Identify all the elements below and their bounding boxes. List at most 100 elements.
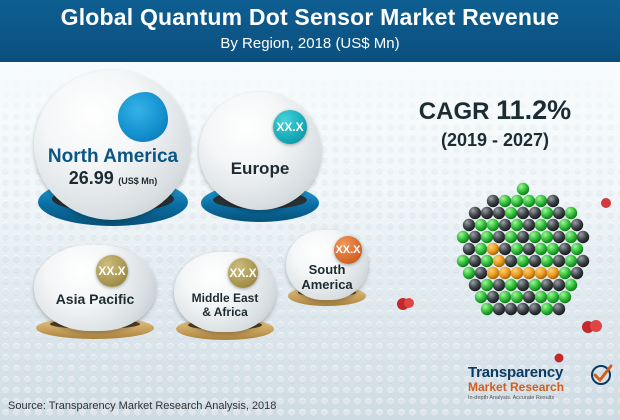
quantum-dot-cluster-icon bbox=[456, 182, 590, 316]
cluster-atom bbox=[462, 242, 476, 256]
cluster-atom bbox=[486, 266, 500, 280]
cluster-atom bbox=[564, 230, 578, 244]
region-bubble-middle-east-africa: XX.X Middle East & Africa bbox=[170, 252, 280, 347]
cluster-atom bbox=[474, 266, 488, 280]
cluster-atom bbox=[468, 254, 482, 268]
cluster-atom bbox=[492, 230, 506, 244]
cluster-atom bbox=[516, 254, 530, 268]
sphere bbox=[34, 70, 190, 220]
cluster-atom bbox=[456, 230, 470, 244]
cluster-atom bbox=[504, 206, 518, 220]
region-bubble-north-america: North America 26.99 (US$ Mn) bbox=[30, 70, 195, 245]
cluster-atom bbox=[510, 266, 524, 280]
particle-icon bbox=[554, 353, 564, 363]
cluster-atom bbox=[546, 290, 560, 304]
cluster-atom bbox=[570, 218, 584, 232]
cluster-atom bbox=[486, 194, 500, 208]
cluster-atom bbox=[546, 218, 560, 232]
cagr-label: CAGR bbox=[418, 98, 490, 125]
cluster-atom bbox=[522, 194, 536, 208]
cagr-line: CAGR 11.2% bbox=[400, 95, 590, 126]
cluster-atom bbox=[498, 218, 512, 232]
value-badge: XX.X bbox=[96, 255, 128, 287]
cluster-atom bbox=[552, 302, 566, 316]
cluster-atom bbox=[474, 218, 488, 232]
cluster-atom bbox=[564, 278, 578, 292]
cluster-atom bbox=[504, 230, 518, 244]
cluster-atom bbox=[516, 302, 530, 316]
cluster-atom bbox=[534, 218, 548, 232]
cluster-atom bbox=[480, 206, 494, 220]
cluster-atom bbox=[534, 266, 548, 280]
cluster-atom bbox=[498, 266, 512, 280]
cluster-atom bbox=[558, 242, 572, 256]
cluster-atom bbox=[528, 206, 542, 220]
cluster-atom bbox=[522, 218, 536, 232]
cluster-atom bbox=[468, 278, 482, 292]
cluster-atom bbox=[510, 194, 524, 208]
cluster-atom bbox=[480, 302, 494, 316]
region-bubble-asia-pacific: XX.X Asia Pacific bbox=[30, 245, 160, 345]
region-name-line2: America bbox=[301, 277, 353, 292]
checkmark-icon bbox=[591, 364, 613, 385]
cluster-atom bbox=[558, 290, 572, 304]
cluster-atom bbox=[492, 302, 506, 316]
sphere bbox=[34, 245, 156, 331]
cluster-atom bbox=[552, 230, 566, 244]
cluster-atom bbox=[480, 278, 494, 292]
cluster-atom bbox=[492, 254, 506, 268]
sphere bbox=[199, 92, 321, 210]
value-badge: XX.X bbox=[273, 110, 307, 144]
cluster-atom bbox=[486, 218, 500, 232]
cluster-atom bbox=[468, 230, 482, 244]
cluster-atom bbox=[522, 290, 536, 304]
region-name: Europe bbox=[230, 159, 290, 178]
cluster-atom bbox=[540, 302, 554, 316]
cluster-atom bbox=[492, 206, 506, 220]
cluster-atom bbox=[540, 278, 554, 292]
cluster-atom bbox=[546, 194, 560, 208]
region-value: 26.99 bbox=[68, 168, 114, 188]
page-subtitle: By Region, 2018 (US$ Mn) bbox=[220, 35, 400, 52]
particle-icon bbox=[397, 298, 414, 310]
cluster-atom bbox=[576, 230, 590, 244]
cluster-atom bbox=[540, 254, 554, 268]
source-note: Source: Transparency Market Research Ana… bbox=[8, 400, 277, 412]
cluster-atom bbox=[486, 290, 500, 304]
region-bubble-south-america: XX.X South America bbox=[282, 230, 372, 315]
cluster-atom bbox=[540, 230, 554, 244]
cluster-atom bbox=[528, 230, 542, 244]
cluster-atom bbox=[534, 242, 548, 256]
cluster-atom bbox=[456, 254, 470, 268]
cluster-atom bbox=[540, 206, 554, 220]
cluster-atom bbox=[504, 254, 518, 268]
cluster-atom bbox=[576, 254, 590, 268]
cluster-atom bbox=[468, 206, 482, 220]
cluster-atom bbox=[474, 290, 488, 304]
cluster-atom bbox=[516, 206, 530, 220]
cagr-callout: CAGR 11.2% (2019 - 2027) bbox=[400, 95, 590, 151]
cluster-atom bbox=[522, 242, 536, 256]
sphere bbox=[174, 252, 276, 332]
cluster-atom bbox=[558, 218, 572, 232]
value-badge: XX.X bbox=[228, 258, 258, 288]
value-badge: XX.X bbox=[334, 236, 362, 264]
cluster-atom bbox=[516, 182, 530, 196]
cluster-atom bbox=[570, 266, 584, 280]
logo-name-line1: Transparency bbox=[468, 364, 564, 381]
cluster-atom bbox=[534, 290, 548, 304]
company-logo: Transparency Market Research In-depth An… bbox=[468, 364, 618, 416]
cluster-atom bbox=[498, 290, 512, 304]
cluster-atom bbox=[552, 206, 566, 220]
cluster-atom bbox=[564, 254, 578, 268]
cluster-atom bbox=[546, 242, 560, 256]
cluster-atom bbox=[516, 230, 530, 244]
cluster-atom bbox=[492, 278, 506, 292]
region-name: North America bbox=[47, 146, 179, 167]
cagr-period: (2019 - 2027) bbox=[440, 130, 550, 150]
cluster-atom bbox=[534, 194, 548, 208]
logo-name-line2: Market Research bbox=[468, 380, 565, 394]
cluster-atom bbox=[480, 254, 494, 268]
cluster-atom bbox=[552, 254, 566, 268]
region-name-line1: Middle East bbox=[191, 291, 259, 305]
